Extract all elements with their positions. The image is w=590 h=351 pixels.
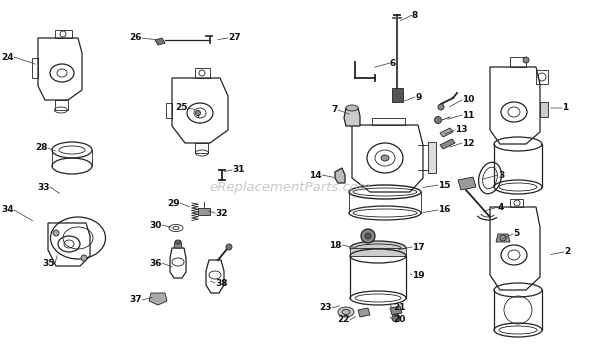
Ellipse shape <box>338 307 354 317</box>
Polygon shape <box>428 142 436 173</box>
Bar <box>350 248 406 256</box>
Text: 20: 20 <box>393 316 405 325</box>
Polygon shape <box>440 139 455 149</box>
Polygon shape <box>155 38 165 45</box>
Circle shape <box>226 244 232 250</box>
Circle shape <box>523 57 529 63</box>
Ellipse shape <box>381 155 389 161</box>
Text: 2: 2 <box>564 247 571 257</box>
Polygon shape <box>540 102 548 117</box>
Polygon shape <box>174 242 182 248</box>
Text: 37: 37 <box>129 296 142 305</box>
Polygon shape <box>335 168 345 183</box>
Text: 12: 12 <box>462 139 474 147</box>
Polygon shape <box>198 208 210 215</box>
Text: 11: 11 <box>462 111 474 119</box>
Text: 35: 35 <box>42 258 55 267</box>
Text: 25: 25 <box>175 104 188 113</box>
Text: 1: 1 <box>562 104 568 113</box>
Polygon shape <box>458 177 476 190</box>
Text: 38: 38 <box>215 278 228 287</box>
Text: 4: 4 <box>498 203 504 212</box>
Text: 8: 8 <box>412 11 418 20</box>
Circle shape <box>434 117 441 124</box>
Circle shape <box>81 255 87 261</box>
Text: 30: 30 <box>150 220 162 230</box>
Circle shape <box>438 104 444 110</box>
Text: 10: 10 <box>462 95 474 105</box>
Circle shape <box>195 111 201 115</box>
Polygon shape <box>390 306 402 315</box>
Ellipse shape <box>350 241 406 255</box>
Circle shape <box>53 230 59 236</box>
Text: 18: 18 <box>329 240 342 250</box>
Polygon shape <box>358 308 370 317</box>
Text: eReplacementParts.com: eReplacementParts.com <box>209 181 371 194</box>
Text: 33: 33 <box>38 183 50 192</box>
Text: 17: 17 <box>412 243 425 252</box>
Text: 3: 3 <box>498 171 504 179</box>
Bar <box>392 88 403 102</box>
Text: 5: 5 <box>513 230 519 238</box>
Text: 9: 9 <box>415 93 421 101</box>
Text: 29: 29 <box>168 199 180 207</box>
Text: 32: 32 <box>215 208 228 218</box>
Text: 24: 24 <box>1 53 14 61</box>
Text: 36: 36 <box>149 258 162 267</box>
Text: 21: 21 <box>393 304 405 312</box>
Polygon shape <box>496 234 510 242</box>
Text: 28: 28 <box>35 144 48 152</box>
Text: 22: 22 <box>337 316 350 325</box>
Polygon shape <box>344 108 360 126</box>
Polygon shape <box>440 128 453 137</box>
Ellipse shape <box>175 240 181 244</box>
Text: 34: 34 <box>1 205 14 214</box>
Text: 15: 15 <box>438 180 451 190</box>
Text: 7: 7 <box>332 106 338 114</box>
Text: 31: 31 <box>232 166 244 174</box>
Text: 26: 26 <box>129 33 142 42</box>
Text: 13: 13 <box>455 126 467 134</box>
Ellipse shape <box>346 105 358 111</box>
Circle shape <box>365 233 371 239</box>
Circle shape <box>361 229 375 243</box>
Text: 27: 27 <box>228 33 241 42</box>
Text: 19: 19 <box>412 271 425 279</box>
Text: 23: 23 <box>320 304 332 312</box>
Polygon shape <box>149 293 167 305</box>
Text: 6: 6 <box>390 59 396 67</box>
Circle shape <box>392 314 400 322</box>
Text: 14: 14 <box>309 171 322 179</box>
Text: 16: 16 <box>438 205 451 214</box>
Ellipse shape <box>342 310 350 314</box>
